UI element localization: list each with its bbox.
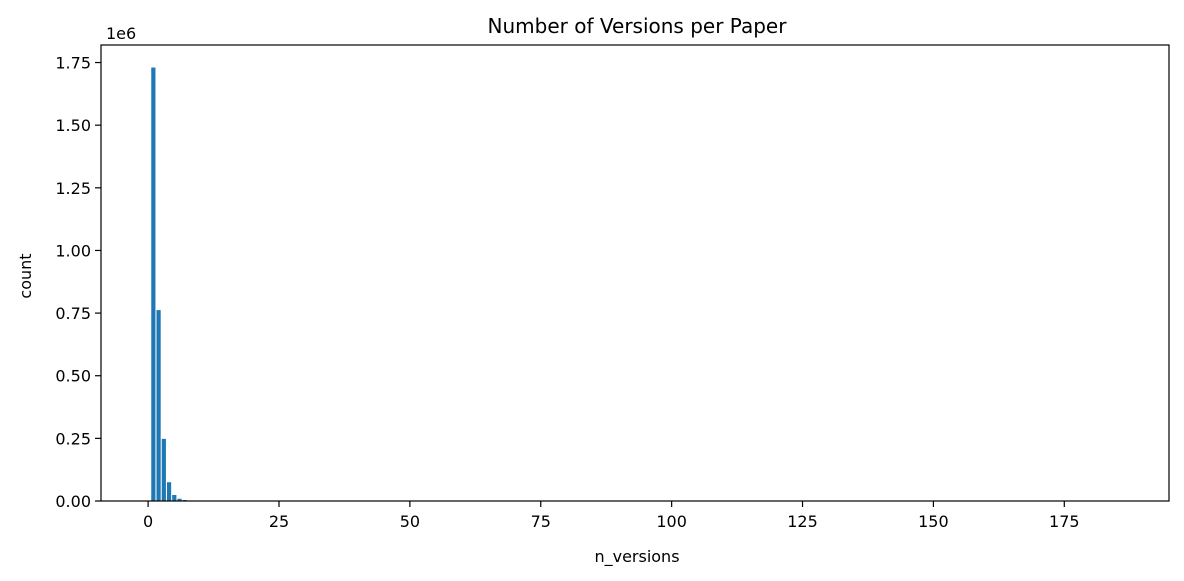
bar-1 xyxy=(151,67,156,502)
y-tick-label: 1.75 xyxy=(55,54,91,73)
y-tick-label: 1.50 xyxy=(55,116,91,135)
bars xyxy=(151,67,203,502)
bar-4 xyxy=(166,482,172,501)
x-axis-label: n_versions xyxy=(594,547,679,567)
y-offset-label: 1e6 xyxy=(106,24,136,43)
plot-frame xyxy=(100,44,1170,502)
bar-6 xyxy=(177,498,182,501)
bar-2 xyxy=(156,310,161,501)
chart-title: Number of Versions per Paper xyxy=(488,14,788,38)
x-tick-label: 175 xyxy=(1049,512,1080,531)
x-tick-label: 50 xyxy=(400,512,420,531)
y-tick-label: 0.25 xyxy=(55,429,91,448)
x-tick-label: 0 xyxy=(143,512,153,531)
x-tick-label: 25 xyxy=(269,512,289,531)
x-ticks: 0 25 50 75 100 125 150 175 xyxy=(143,501,1080,531)
y-tick-label: 0.00 xyxy=(55,492,91,511)
x-tick-label: 125 xyxy=(787,512,818,531)
bar-3 xyxy=(161,438,166,501)
x-tick-label: 75 xyxy=(531,512,551,531)
y-tick-label: 0.50 xyxy=(55,367,91,386)
y-tick-label: 0.75 xyxy=(55,304,91,323)
y-axis-label: count xyxy=(16,253,35,298)
y-ticks: 0.00 0.25 0.50 0.75 1.00 1.25 1.50 1.75 xyxy=(55,54,101,511)
y-tick-label: 1.00 xyxy=(55,241,91,260)
x-tick-label: 150 xyxy=(918,512,949,531)
bar-5 xyxy=(172,494,177,501)
y-tick-label: 1.25 xyxy=(55,179,91,198)
x-tick-label: 100 xyxy=(656,512,687,531)
